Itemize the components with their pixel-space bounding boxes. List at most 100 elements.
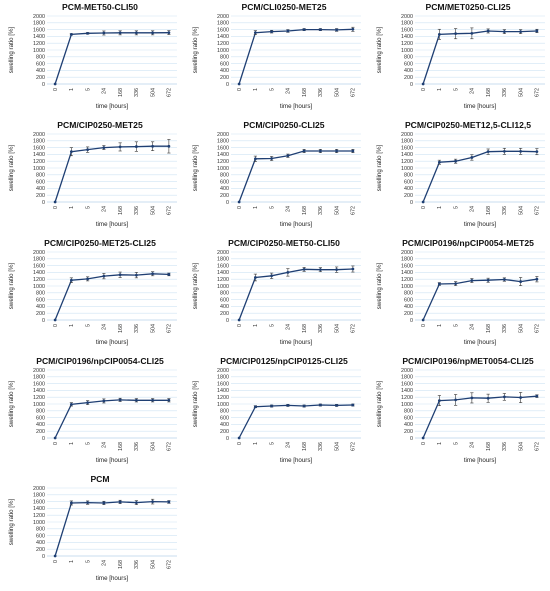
data-point xyxy=(302,28,306,31)
y-tick-label: 600 xyxy=(404,297,413,303)
data-point xyxy=(167,398,171,402)
y-tick-label: 2000 xyxy=(401,132,413,138)
data-point xyxy=(486,150,490,154)
x-tick-label: 24 xyxy=(102,324,108,330)
data-point xyxy=(86,31,90,35)
chart-panel-6: PCM/CIP0250-MET12,5-CLI12,5 0 200 400 600 800… xyxy=(373,118,550,234)
data-point xyxy=(519,280,523,283)
x-tick-label: 504 xyxy=(518,88,524,97)
y-tick-label: 1000 xyxy=(217,166,229,172)
y-tick-label: 2000 xyxy=(401,250,413,256)
y-tick-label: 200 xyxy=(404,75,413,81)
series-line xyxy=(54,500,169,557)
data-point xyxy=(454,159,458,163)
y-tick-label: 1600 xyxy=(217,263,229,269)
y-tick-label: 1400 xyxy=(217,388,229,394)
y-tick-label: 1000 xyxy=(217,48,229,54)
y-tick-label: 400 xyxy=(404,68,413,74)
x-tick-label: 1 xyxy=(437,442,443,445)
x-tick-label: 672 xyxy=(167,206,173,215)
y-tick-label: 1200 xyxy=(33,159,45,165)
x-tick-label: 24 xyxy=(286,324,292,330)
chart-svg: PCM/CIP0250-MET25-CLI2502004006008001000… xyxy=(8,238,177,346)
data-point xyxy=(535,277,539,281)
x-tick-label: 0 xyxy=(421,324,427,327)
y-tick-label: 400 xyxy=(220,422,229,428)
x-tick-label: 168 xyxy=(118,206,124,215)
x-tick-label: 0 xyxy=(237,442,243,445)
x-tick-label: 504 xyxy=(334,442,340,451)
y-tick-label: 1800 xyxy=(33,21,45,27)
x-axis-label: time [hours] xyxy=(280,339,313,346)
x-tick-label: 168 xyxy=(302,206,308,215)
data-point xyxy=(118,273,122,277)
x-tick-label: 0 xyxy=(421,206,427,209)
data-point xyxy=(167,273,171,276)
x-tick-label: 5 xyxy=(453,324,459,327)
data-point xyxy=(86,501,90,505)
x-tick-label: 336 xyxy=(502,206,508,215)
chart-panel-8: PCM/CIP0250-MET50-CLI50 0 200 400 600 800 1000… xyxy=(189,236,369,352)
x-tick-label: 504 xyxy=(334,324,340,333)
data-point xyxy=(535,29,539,33)
y-tick-label: 1000 xyxy=(33,48,45,54)
y-tick-label: 200 xyxy=(404,193,413,199)
y-tick-label: 0 xyxy=(42,200,45,206)
x-tick-label: 0 xyxy=(421,88,427,91)
y-tick-label: 1400 xyxy=(217,34,229,40)
x-tick-label: 24 xyxy=(102,206,108,212)
y-tick-label: 1200 xyxy=(33,41,45,47)
y-tick-label: 0 xyxy=(410,200,413,206)
x-tick-label: 0 xyxy=(237,324,243,327)
data-point xyxy=(519,30,523,34)
series-line xyxy=(422,395,537,439)
y-tick-label: 1200 xyxy=(401,277,413,283)
y-tick-label: 600 xyxy=(36,533,45,539)
x-tick-label: 24 xyxy=(286,206,292,212)
y-tick-label: 1800 xyxy=(33,139,45,145)
series-line xyxy=(54,399,169,439)
y-tick-label: 400 xyxy=(220,68,229,74)
data-point xyxy=(253,276,257,279)
data-point xyxy=(270,157,274,160)
chart-panel-7: PCM/CIP0250-MET25-CLI25 0 200 400 600 800 1000… xyxy=(5,236,185,352)
data-point xyxy=(134,31,138,35)
chart-panel-3: PCM/MET0250-CLI25 0 200 400 600 800 1000 1200 14… xyxy=(373,0,550,116)
y-tick-label: 1000 xyxy=(401,402,413,408)
x-tick-label: 168 xyxy=(486,442,492,451)
y-tick-label: 600 xyxy=(404,61,413,67)
y-tick-label: 0 xyxy=(42,82,45,88)
data-point xyxy=(519,149,523,153)
chart-title: PCM/CIP0196/npMET0054-CLI25 xyxy=(402,356,534,366)
x-axis-label: time [hours] xyxy=(96,575,129,582)
x-axis-label: time [hours] xyxy=(464,103,497,110)
y-tick-label: 200 xyxy=(36,311,45,317)
chart-panel-2: PCM/CLI0250-MET25 0 200 400 600 800 1000 1200 14… xyxy=(189,0,369,116)
data-point xyxy=(53,200,57,204)
data-point xyxy=(486,29,490,33)
data-point xyxy=(270,274,274,278)
y-tick-label: 2000 xyxy=(33,368,45,374)
chart-title: PCM/CIP0125/npCIP0125-CLI25 xyxy=(220,356,348,366)
y-axis-label: swelling ratio [%] xyxy=(8,499,15,546)
data-point xyxy=(470,31,474,35)
x-tick-label: 168 xyxy=(118,560,124,569)
y-tick-label: 1400 xyxy=(33,34,45,40)
y-tick-label: 1800 xyxy=(401,375,413,381)
data-point xyxy=(421,200,425,204)
y-tick-label: 1000 xyxy=(401,284,413,290)
data-point xyxy=(270,30,274,34)
data-point xyxy=(102,146,106,149)
x-axis-label: time [hours] xyxy=(96,103,129,110)
series-line xyxy=(422,150,537,203)
data-point xyxy=(151,500,155,503)
data-point xyxy=(351,267,355,271)
y-tick-label: 200 xyxy=(404,429,413,435)
x-tick-label: 1 xyxy=(253,88,259,91)
chart-panel-13: PCM 0 200 400 600 800 1000 1200 1400 1600 1800 2000… xyxy=(5,472,185,588)
data-point xyxy=(151,272,155,276)
y-tick-label: 2000 xyxy=(33,486,45,492)
chart-svg: PCM/MET0250-CLI2502004006008001000120014… xyxy=(376,2,545,110)
y-tick-label: 2000 xyxy=(217,250,229,256)
y-tick-label: 200 xyxy=(220,429,229,435)
